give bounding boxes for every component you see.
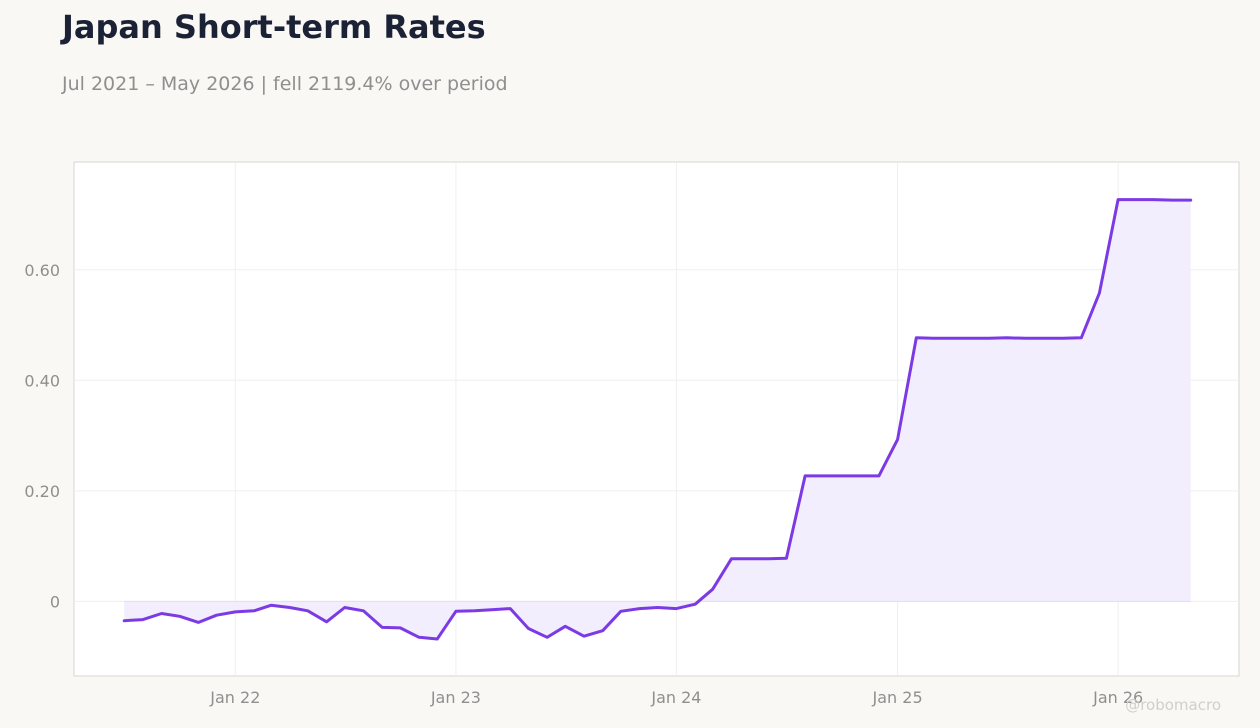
chart-title: Japan Short-term Rates [62,8,486,46]
x-axis-labels: Jan 22 Jan 23 Jan 24 Jan 25 Jan 26 [209,688,1143,707]
y-axis-labels: 0 0.20 0.40 0.60 [24,261,60,612]
x-tick-label: Jan 22 [209,688,260,707]
y-tick-label: 0.40 [24,371,60,390]
x-tick-label: Jan 25 [872,688,923,707]
watermark: @robomacro [1125,696,1221,714]
y-tick-label: 0.60 [24,261,60,280]
x-tick-label: Jan 24 [650,688,701,707]
chart-subtitle: Jul 2021 – May 2026 | fell 2119.4% over … [62,73,508,95]
y-tick-label: 0.20 [24,482,60,501]
y-tick-label: 0 [50,592,60,611]
series-line [122,198,1193,641]
x-tick-label: Jan 26 [1092,688,1143,707]
area-fill [124,199,1191,639]
x-tick-label: Jan 23 [430,688,481,707]
